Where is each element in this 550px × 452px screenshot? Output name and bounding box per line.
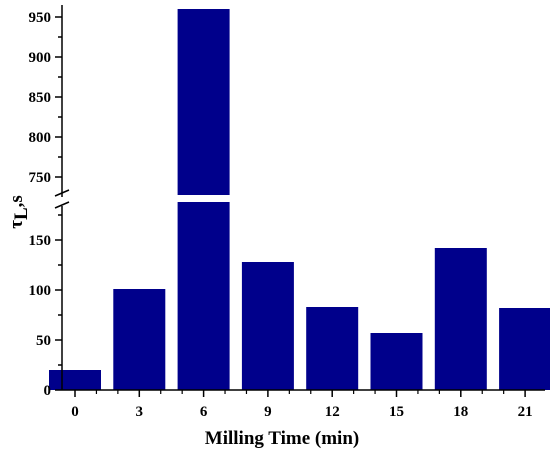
y-tick-label: 750 (29, 170, 52, 186)
bar-15 (370, 333, 423, 390)
y-tick-label: 150 (29, 233, 52, 249)
bar-0 (49, 370, 101, 390)
y-tick-label: 900 (29, 50, 52, 66)
x-tick-label: 3 (136, 404, 144, 420)
y-tick-label: 100 (29, 283, 52, 299)
x-tick-label: 12 (325, 404, 340, 420)
x-tick-label: 0 (71, 404, 79, 420)
x-axis-title: Milling Time (min) (205, 428, 359, 449)
y-axis-title: τL,s (6, 195, 32, 229)
bar-3 (113, 289, 166, 390)
y-axis-title-subscript: L (11, 207, 32, 220)
bar-6-upper (177, 9, 230, 195)
bar-12 (306, 307, 359, 390)
y-ticks-group: 0 50 100 150 750 800 850 900 950 (29, 10, 62, 399)
axis-break-mark-2 (54, 201, 70, 209)
bar-9 (241, 262, 294, 390)
axis-break-mark-1 (54, 189, 70, 197)
y-tick-label: 0 (44, 383, 52, 399)
y-tick-label: 850 (29, 90, 52, 106)
y-tick-label: 50 (36, 333, 51, 349)
y-axis-title-symbol: τ (6, 220, 27, 229)
x-tick-label: 9 (264, 404, 272, 420)
x-tick-label: 18 (453, 404, 468, 420)
x-tick-label: 21 (518, 404, 533, 420)
bar-6-lower (177, 202, 230, 390)
x-tick-label: 6 (200, 404, 208, 420)
bar-21 (499, 308, 550, 390)
bars-group (49, 9, 550, 390)
y-axis-title-unit: ,s (6, 195, 27, 207)
x-ticks-group: 0 3 6 9 12 15 18 21 (71, 390, 533, 420)
y-tick-label: 800 (29, 130, 52, 146)
y-tick-label: 950 (29, 10, 52, 26)
bar-18 (434, 248, 487, 390)
x-tick-label: 15 (389, 404, 404, 420)
